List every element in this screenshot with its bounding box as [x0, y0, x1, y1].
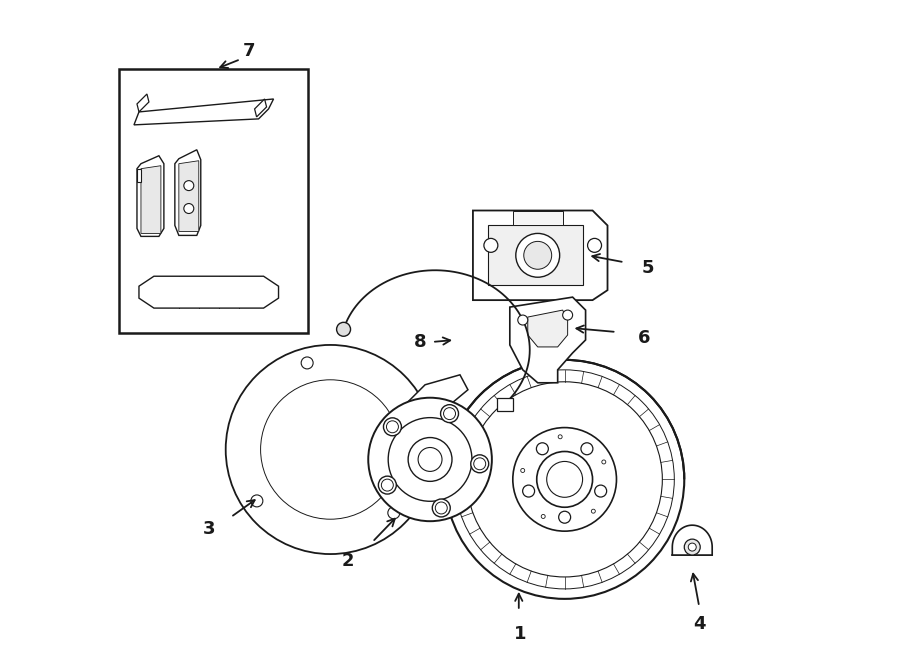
- Polygon shape: [134, 99, 274, 125]
- Polygon shape: [137, 94, 148, 112]
- Polygon shape: [513, 210, 562, 225]
- Circle shape: [184, 204, 194, 214]
- Circle shape: [513, 428, 617, 531]
- Polygon shape: [472, 210, 608, 300]
- Circle shape: [536, 443, 548, 455]
- Polygon shape: [527, 310, 568, 347]
- Bar: [119, 69, 309, 333]
- Text: 2: 2: [342, 552, 355, 570]
- Circle shape: [418, 447, 442, 471]
- Circle shape: [588, 239, 601, 253]
- Polygon shape: [488, 225, 582, 285]
- Circle shape: [484, 239, 498, 253]
- Circle shape: [388, 507, 400, 519]
- Polygon shape: [498, 398, 513, 411]
- Polygon shape: [672, 525, 712, 555]
- Circle shape: [524, 241, 552, 269]
- Text: 3: 3: [202, 520, 215, 538]
- Polygon shape: [139, 276, 278, 308]
- Circle shape: [562, 310, 572, 320]
- Circle shape: [441, 405, 458, 422]
- Text: 4: 4: [693, 615, 706, 633]
- Circle shape: [546, 461, 582, 497]
- Circle shape: [684, 539, 700, 555]
- Text: 6: 6: [638, 329, 651, 347]
- Circle shape: [383, 418, 401, 436]
- Polygon shape: [175, 150, 201, 235]
- Circle shape: [688, 543, 697, 551]
- Circle shape: [580, 443, 593, 455]
- Circle shape: [523, 485, 535, 497]
- Polygon shape: [141, 166, 161, 233]
- Circle shape: [595, 485, 607, 497]
- Text: 5: 5: [641, 259, 653, 277]
- Circle shape: [445, 360, 684, 599]
- Circle shape: [536, 451, 592, 507]
- Text: 1: 1: [514, 625, 526, 642]
- Circle shape: [368, 398, 492, 521]
- Circle shape: [226, 345, 435, 554]
- Polygon shape: [255, 99, 266, 117]
- Polygon shape: [137, 156, 164, 237]
- Text: 7: 7: [242, 42, 255, 60]
- Circle shape: [516, 233, 560, 277]
- Circle shape: [559, 511, 571, 524]
- Circle shape: [432, 499, 450, 517]
- Circle shape: [251, 495, 263, 507]
- Polygon shape: [400, 375, 468, 422]
- Polygon shape: [179, 161, 199, 231]
- Polygon shape: [509, 297, 586, 383]
- Polygon shape: [137, 169, 141, 182]
- Circle shape: [471, 455, 489, 473]
- Circle shape: [408, 438, 452, 481]
- Circle shape: [337, 323, 350, 336]
- Circle shape: [378, 476, 396, 494]
- Circle shape: [518, 315, 527, 325]
- Text: 8: 8: [414, 333, 427, 351]
- Circle shape: [302, 357, 313, 369]
- Circle shape: [184, 180, 194, 190]
